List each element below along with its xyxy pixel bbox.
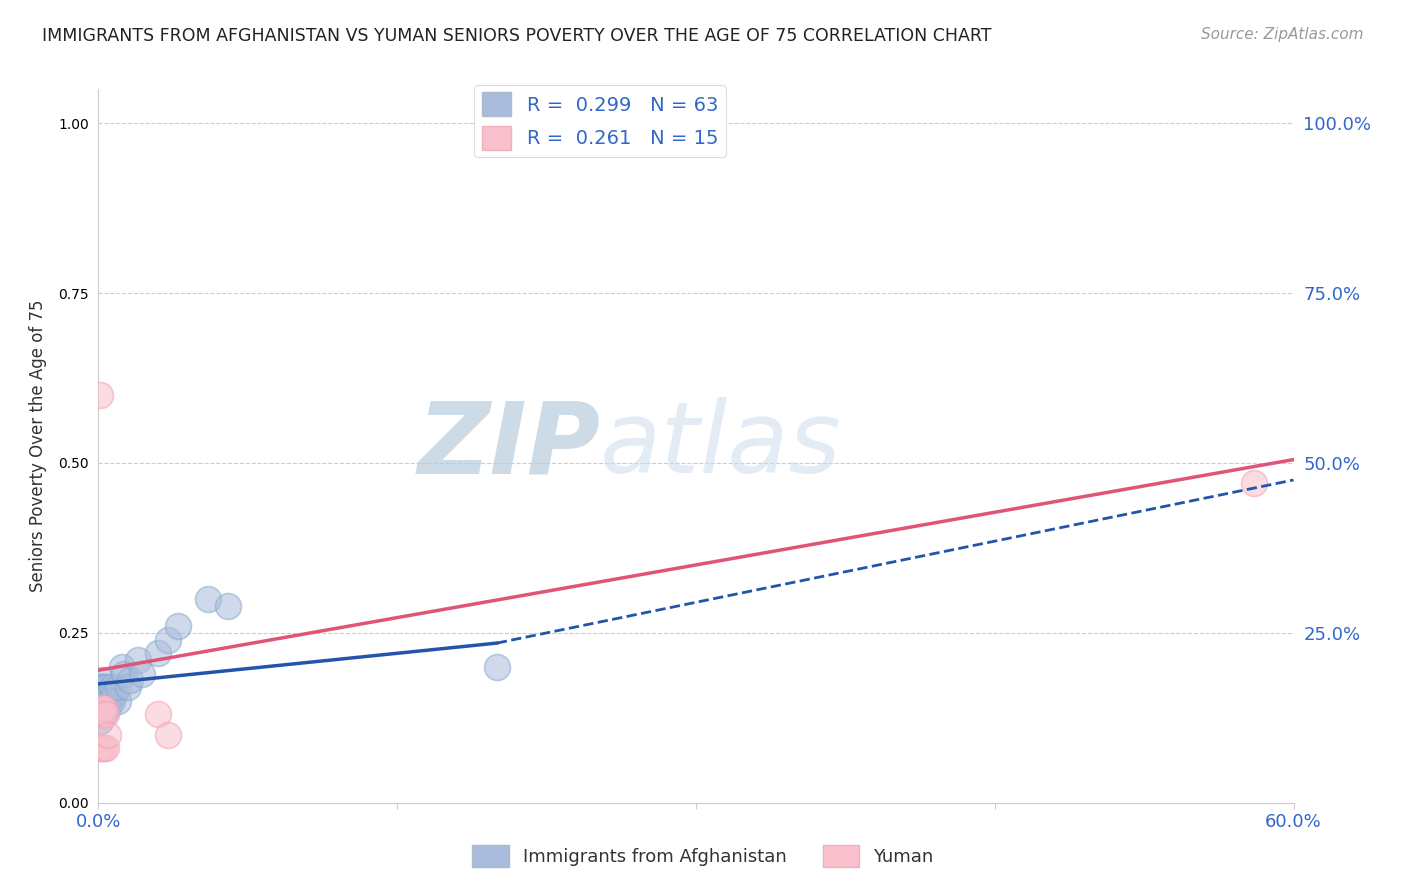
Point [111,660,134,674]
Legend: Immigrants from Afghanistan, Yuman: Immigrants from Afghanistan, Yuman [465,838,941,874]
Point [93,687,115,701]
Point [96,680,118,694]
Point [91,700,114,714]
Point [93,741,115,756]
Point [127,653,149,667]
Point [197,591,219,606]
Text: Source: ZipAtlas.com: Source: ZipAtlas.com [1201,27,1364,42]
Point [91,741,114,756]
Point [101,694,124,708]
Point [89,707,111,722]
Point [97,687,120,701]
Point [91,687,114,701]
Point [89,707,111,722]
Point [96,707,118,722]
Point [93,687,115,701]
Point [112,666,135,681]
Point [97,694,120,708]
Legend: R =  0.299   N = 63, R =  0.261   N = 15: R = 0.299 N = 63, R = 0.261 N = 15 [474,85,727,157]
Point [157,728,180,742]
Point [89,714,111,729]
Text: IMMIGRANTS FROM AFGHANISTAN VS YUMAN SENIORS POVERTY OVER THE AGE OF 75 CORRELAT: IMMIGRANTS FROM AFGHANISTAN VS YUMAN SEN… [42,27,991,45]
Point [96,687,118,701]
Y-axis label: Seniors Poverty Over the Age of 75: Seniors Poverty Over the Age of 75 [30,300,46,592]
Point [89,700,111,714]
Point [89,741,111,756]
Point [91,707,114,722]
Point [89,680,111,694]
Point [93,694,115,708]
Point [103,687,125,701]
Point [89,388,111,402]
Point [97,728,120,742]
Point [89,687,111,701]
Point [91,694,114,708]
Point [89,700,111,714]
Point [91,687,114,701]
Point [93,680,115,694]
Point [89,707,111,722]
Point [148,707,170,722]
Point [89,700,111,714]
Point [91,707,114,722]
Point [117,680,139,694]
Point [89,687,111,701]
Point [93,694,115,708]
Point [107,694,129,708]
Point [217,599,239,613]
Point [89,694,111,708]
Point [100,687,122,701]
Text: atlas: atlas [600,398,842,494]
Point [93,700,115,714]
Point [89,694,111,708]
Point [89,687,111,701]
Point [89,707,111,722]
Point [91,694,114,708]
Point [89,680,111,694]
Point [89,707,111,722]
Point [89,694,111,708]
Text: ZIP: ZIP [418,398,600,494]
Point [100,694,122,708]
Point [96,700,118,714]
Point [89,687,111,701]
Point [89,694,111,708]
Point [96,741,118,756]
Point [1243,476,1265,491]
Point [148,646,170,660]
Point [107,680,129,694]
Point [89,714,111,729]
Point [91,707,114,722]
Point [131,666,153,681]
Point [97,700,120,714]
Point [89,700,111,714]
Point [157,632,180,647]
Point [91,680,114,694]
Point [91,700,114,714]
Point [89,700,111,714]
Point [101,680,124,694]
Point [96,694,118,708]
Point [167,619,190,633]
Point [91,700,114,714]
Point [93,707,115,722]
Point [93,700,115,714]
Point [120,673,142,688]
Point [91,673,114,688]
Point [485,660,508,674]
